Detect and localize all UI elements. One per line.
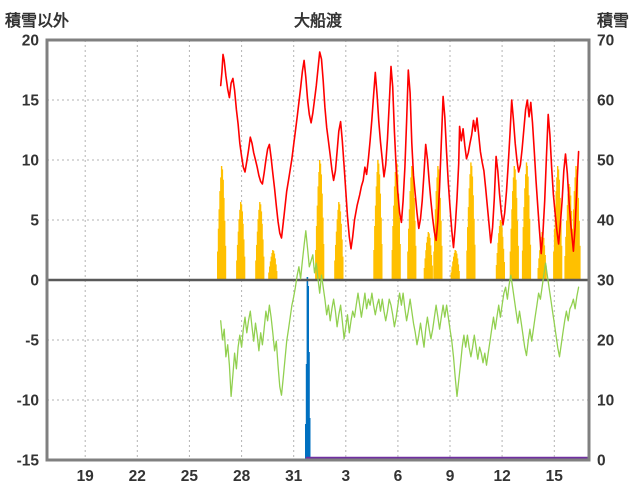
x-tick-label: 9 [446, 468, 455, 485]
x-tick-label: 31 [285, 468, 303, 485]
precipitation-bars [305, 277, 311, 460]
left-tick-label: -10 [17, 393, 39, 410]
x-tick-label: 3 [341, 468, 350, 485]
right-tick-label: 10 [597, 393, 614, 410]
right-tick-label: 30 [597, 273, 614, 290]
x-axis-tick-labels: 19 22 25 28 31 3 6 9 12 15 [77, 468, 564, 485]
left-tick-label: 15 [22, 93, 40, 110]
red-temperature-line [219, 51, 580, 255]
x-tick-label: 19 [77, 468, 95, 485]
sunshine-bars [217, 160, 581, 280]
left-axis-tick-labels: 20 15 10 5 0 -5 -10 -15 [17, 33, 40, 470]
right-tick-label: 70 [597, 33, 614, 50]
right-tick-label: 40 [597, 213, 614, 230]
x-tick-label: 28 [233, 468, 251, 485]
left-tick-label: 0 [30, 273, 39, 290]
left-tick-label: 10 [22, 153, 39, 170]
right-tick-label: 60 [597, 93, 614, 110]
right-axis-tick-labels: 70 60 50 40 30 20 10 0 [597, 33, 614, 470]
left-tick-label: 20 [22, 33, 39, 50]
x-tick-label: 22 [129, 468, 146, 485]
chart-title: 大船渡 [293, 13, 342, 30]
left-tick-label: -15 [17, 453, 40, 470]
x-tick-label: 6 [394, 468, 403, 485]
left-tick-label: 5 [30, 213, 39, 230]
x-tick-label: 25 [181, 468, 199, 485]
left-axis-title: 積雪以外 [5, 13, 70, 30]
x-tick-label: 15 [546, 468, 564, 485]
right-tick-label: 20 [597, 333, 614, 350]
right-tick-label: 0 [597, 453, 606, 470]
right-tick-label: 50 [597, 153, 614, 170]
left-tick-label: -5 [25, 333, 39, 350]
green-line [220, 230, 580, 398]
x-tick-label: 12 [493, 468, 510, 485]
right-axis-title: 積雪 [596, 13, 629, 30]
plot-border [45, 38, 591, 462]
